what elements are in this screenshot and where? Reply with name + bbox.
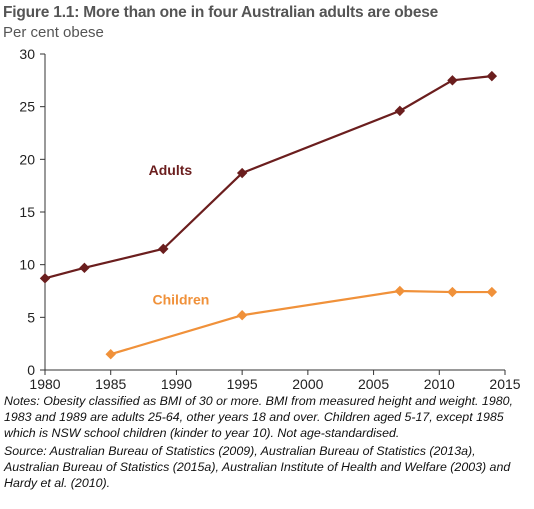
x-tick-label: 1995 (227, 376, 258, 392)
children-point (105, 349, 116, 360)
x-tick-label: 2015 (489, 376, 520, 392)
y-tick-label: 20 (19, 151, 35, 167)
y-tick-label: 0 (27, 362, 35, 378)
y-tick-label: 25 (19, 99, 35, 115)
adults-point (394, 105, 406, 117)
adults-point (39, 273, 51, 284)
children-point (486, 286, 498, 298)
children-point (447, 286, 458, 298)
children-series-label: Children (153, 292, 210, 308)
series-labels: Adults Children (149, 162, 210, 308)
line-chart: 0 5 10 15 20 25 30 1980 1985 1990 1995 2000 2005 2010… (19, 46, 520, 392)
adults-point (447, 75, 458, 86)
notes-text: Notes: Obesity classified as BMI of 30 o… (4, 394, 513, 440)
axes: 0 5 10 15 20 25 30 1980 1985 1990 1995 2000 2005 2010… (19, 46, 520, 392)
x-tick-label: 2005 (358, 376, 389, 392)
children-point (236, 310, 248, 321)
y-axis-label: Per cent obese (3, 24, 104, 41)
adults-point (486, 70, 498, 82)
adults-point (236, 167, 248, 179)
x-tick-label: 1990 (161, 376, 192, 392)
y-tick-label: 10 (19, 257, 35, 273)
children-point (394, 285, 406, 297)
x-tick-label: 1985 (95, 376, 126, 392)
y-tick-label: 15 (19, 204, 35, 220)
notes-block: Notes: Obesity classified as BMI of 30 o… (4, 394, 532, 495)
y-tick-label: 5 (27, 309, 35, 325)
chart-title: Figure 1.1: More than one in four Austra… (3, 4, 439, 21)
adults-point (79, 262, 90, 274)
y-tick-label: 30 (19, 46, 35, 62)
x-tick-label: 1980 (29, 376, 60, 392)
series-layer (39, 70, 498, 360)
x-tick-label: 2000 (292, 376, 323, 392)
source-text: Source: Australian Bureau of Statistics … (4, 444, 511, 490)
x-tick-label: 2010 (424, 376, 455, 392)
adults-line (44, 75, 492, 280)
adults-series-label: Adults (149, 162, 193, 178)
adults-point (158, 243, 169, 255)
